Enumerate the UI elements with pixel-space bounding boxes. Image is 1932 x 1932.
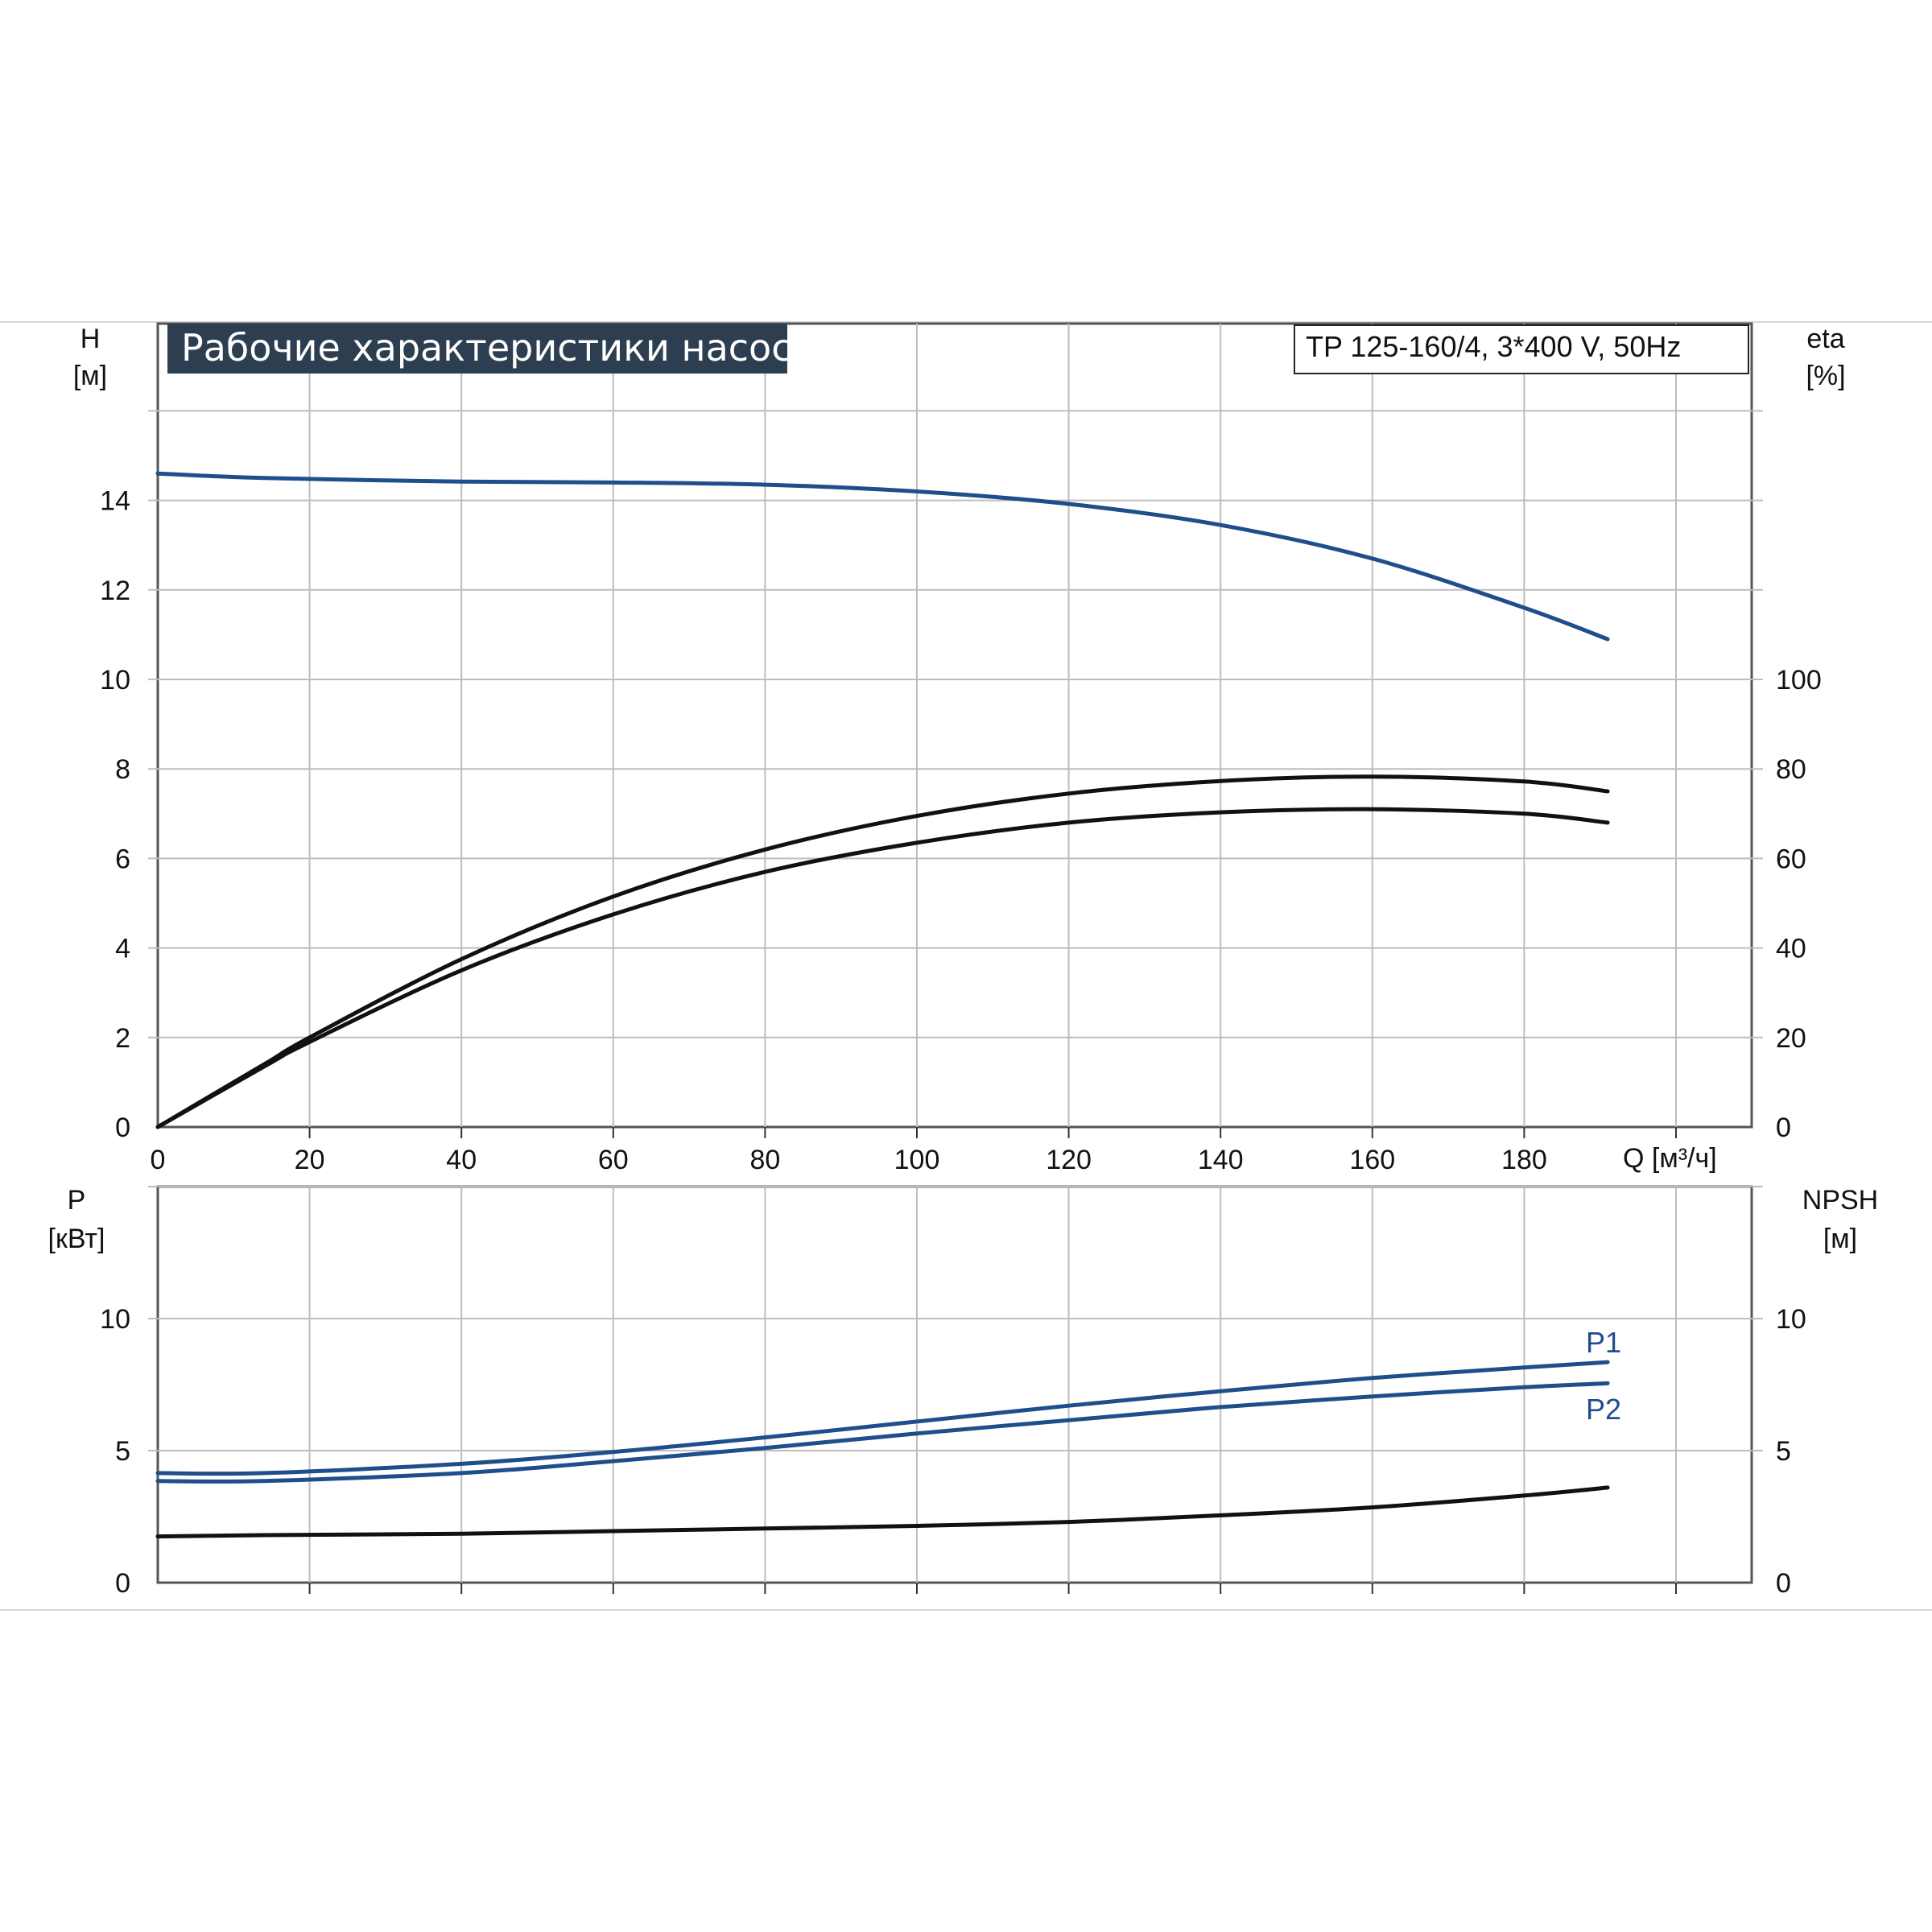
right-axis-label-top-2: [%] xyxy=(1806,361,1845,391)
left-axis-label-top-1: H xyxy=(80,324,101,354)
left-axis-label-bottom-1: P xyxy=(68,1185,86,1216)
right-tick-label: 0 xyxy=(1776,1113,1791,1143)
chart-title: Рабочие характеристики насоса xyxy=(181,326,815,369)
model-label: TP 125-160/4, 3*400 V, 50Hz xyxy=(1306,330,1681,363)
right-tick-label: 80 xyxy=(1776,754,1806,785)
left-tick-label: 10 xyxy=(100,1304,130,1335)
x-tick-label: 140 xyxy=(1198,1145,1244,1175)
plot-frame xyxy=(156,322,1753,1129)
right-axis-label-top-1: eta xyxy=(1806,324,1844,354)
x-tick-label: 180 xyxy=(1501,1145,1547,1175)
series-line-0-2 xyxy=(155,807,1610,1129)
right-axis-label-bottom-2: [м] xyxy=(1823,1224,1857,1254)
left-tick-label: 2 xyxy=(115,1023,130,1054)
power-npsh-panel: 0 5 10 0 5 10 xyxy=(100,1185,1806,1599)
series-line-0-0 xyxy=(155,471,1610,642)
left-axis-label-bottom-2: [кВт] xyxy=(48,1224,105,1254)
series-label-p1: P1 xyxy=(1586,1326,1621,1359)
right-tick-label: 40 xyxy=(1776,934,1806,964)
series-line-1-2 xyxy=(155,1485,1610,1539)
left-tick-label: 6 xyxy=(115,844,130,874)
right-tick-label: 20 xyxy=(1776,1023,1806,1054)
x-tick-label: 80 xyxy=(749,1145,780,1175)
model-box-frame xyxy=(1294,324,1749,374)
left-tick-label: 0 xyxy=(115,1113,130,1143)
left-tick-label: 14 xyxy=(100,486,130,517)
x-tick-label: 20 xyxy=(295,1145,325,1175)
x-tick-label: 120 xyxy=(1046,1145,1092,1175)
left-tick-label: 12 xyxy=(100,576,130,606)
right-axis-label-bottom-1: NPSH xyxy=(1802,1185,1878,1216)
chart-title-background xyxy=(167,324,787,374)
x-tick-label: 60 xyxy=(598,1145,629,1175)
right-tick-label: 60 xyxy=(1776,844,1806,874)
x-tick-label: 160 xyxy=(1349,1145,1395,1175)
right-tick-label: 10 xyxy=(1776,1304,1806,1335)
left-tick-label: 8 xyxy=(115,754,130,785)
left-tick-label: 5 xyxy=(115,1436,130,1467)
series-line-p2 xyxy=(155,1381,1610,1484)
left-tick-label: 4 xyxy=(115,934,130,964)
series-line-0-1 xyxy=(155,774,1610,1129)
series-line-p1 xyxy=(155,1360,1610,1476)
model-box: TP 125-160/4, 3*400 V, 50Hz xyxy=(1294,324,1749,374)
x-tick-label: 100 xyxy=(894,1145,940,1175)
x-tick-label: 40 xyxy=(446,1145,477,1175)
right-tick-label: 100 xyxy=(1776,665,1822,696)
right-tick-label: 5 xyxy=(1776,1436,1791,1467)
series-label-p2: P2 xyxy=(1586,1393,1621,1426)
chart-title-box: Рабочие характеристики насоса xyxy=(167,324,815,374)
left-tick-label: 10 xyxy=(100,665,130,696)
x-axis-label: Q [м³/ч] xyxy=(1623,1143,1717,1174)
right-tick-label: 0 xyxy=(1776,1568,1791,1599)
x-tick-label: 0 xyxy=(151,1145,166,1175)
left-axis-label-top-2: [м] xyxy=(73,361,107,391)
left-tick-label: 0 xyxy=(115,1568,130,1599)
